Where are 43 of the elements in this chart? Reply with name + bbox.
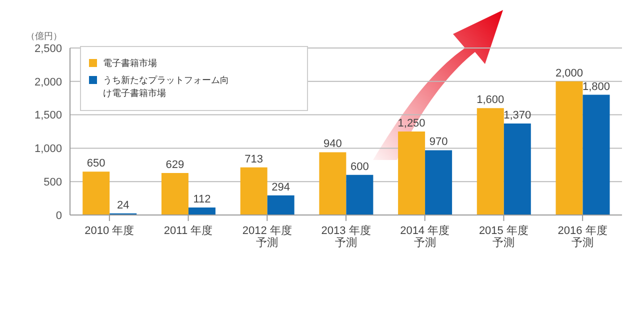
y-axis-title: （億円） (26, 30, 62, 43)
y-tick-label: 1,000 (34, 143, 62, 156)
data-label: 24 (116, 199, 130, 212)
legend-label: 電子書籍市場 (103, 57, 158, 70)
x-tick-label: 2014 年度予測 (399, 225, 451, 249)
bar (188, 208, 216, 215)
data-label: 1,600 (476, 94, 504, 106)
x-tick-label: 2010 年度 (84, 225, 136, 237)
bar (267, 195, 294, 215)
y-tick-label: 1,500 (34, 110, 62, 122)
data-label: 112 (193, 194, 211, 206)
x-tick-label: 2011 年度 (162, 225, 214, 237)
bar (582, 94, 610, 215)
bar (476, 108, 504, 215)
data-label: 970 (429, 136, 448, 148)
data-label: 600 (350, 160, 369, 173)
bar (161, 172, 188, 215)
data-label: 2,000 (555, 67, 584, 80)
data-label: 650 (86, 158, 106, 170)
y-tick-label: 0 (56, 210, 62, 222)
data-label: 1,370 (504, 109, 532, 122)
x-tick-label: 2016 年度予測 (556, 225, 608, 249)
x-tick-label: 2012 年度予測 (241, 225, 293, 249)
y-tick-label: 2,000 (34, 76, 62, 88)
legend-label: うち新たなプラットフォーム向け電子書籍市場 (103, 74, 230, 100)
data-label: 629 (166, 158, 184, 171)
data-label: 713 (244, 153, 264, 166)
bar (346, 174, 374, 215)
bar (425, 150, 452, 215)
bar (82, 172, 110, 215)
data-label: 1,250 (398, 118, 426, 130)
bar (504, 123, 531, 215)
bar (398, 132, 426, 215)
data-label: 294 (272, 181, 290, 194)
data-label: 1,800 (582, 80, 610, 93)
bar (556, 81, 583, 215)
data-label: 940 (324, 138, 342, 150)
bar (240, 167, 268, 215)
x-tick-label: 2013 年度予測 (320, 225, 372, 249)
y-tick-label: 500 (44, 176, 62, 189)
x-tick-label: 2015 年度予測 (478, 225, 530, 249)
y-tick-label: 2,500 (34, 42, 62, 55)
bar (319, 152, 346, 215)
